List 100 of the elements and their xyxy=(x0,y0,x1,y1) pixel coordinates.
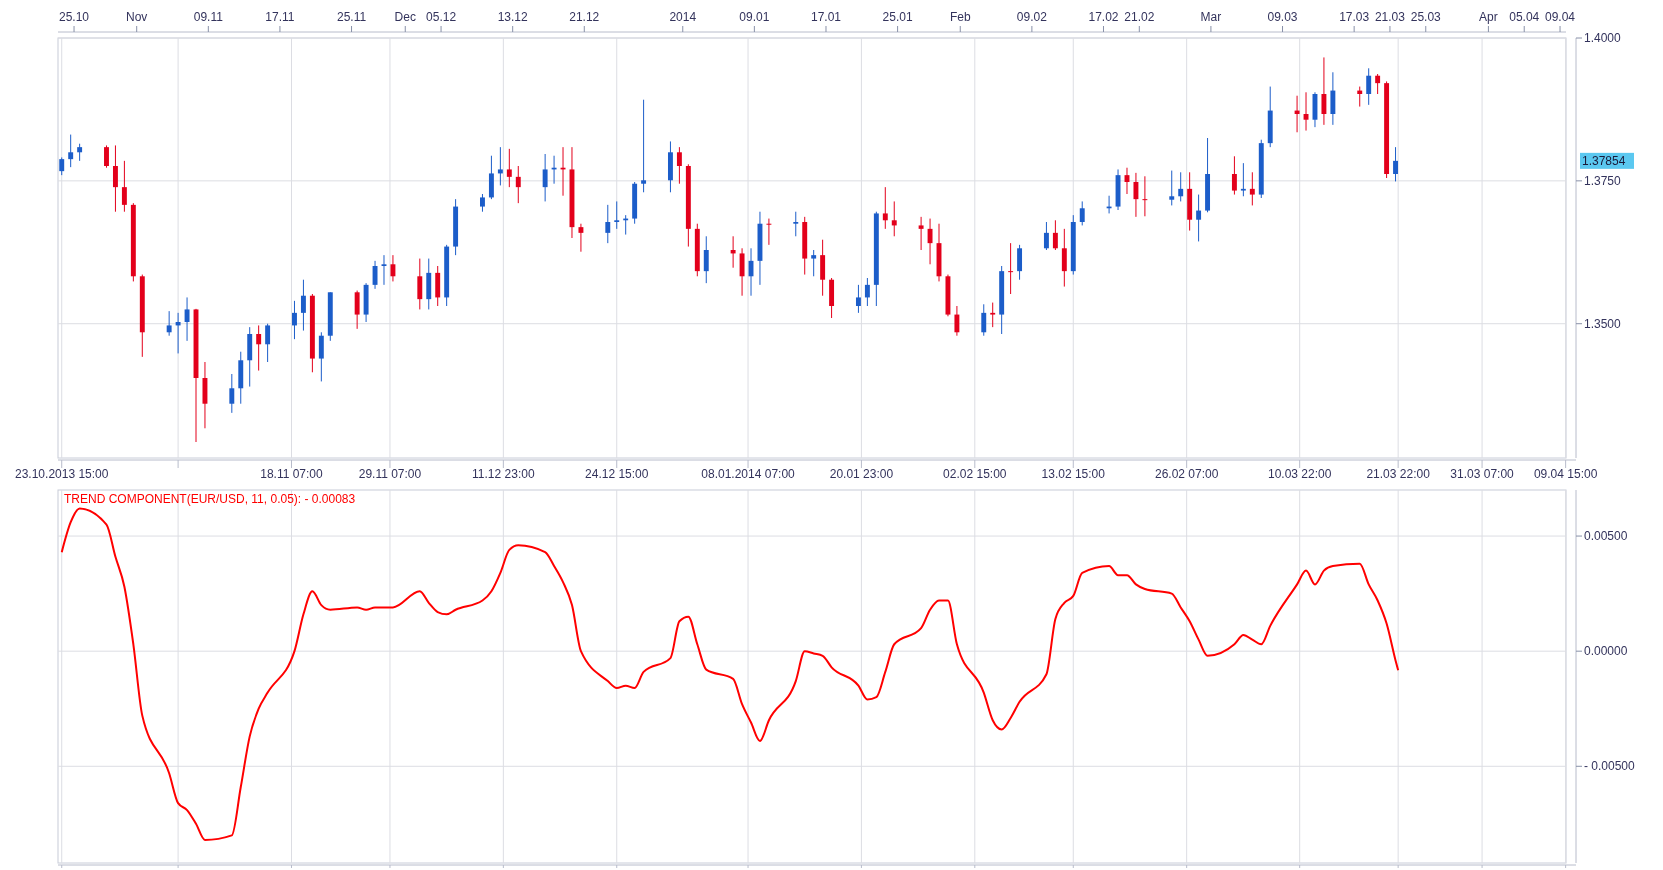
candlestick xyxy=(1142,175,1148,217)
candlestick xyxy=(121,160,127,213)
candlestick xyxy=(739,247,745,297)
candlestick xyxy=(1017,244,1023,281)
x2-tick-label: Apr xyxy=(1479,10,1498,24)
candlestick xyxy=(1231,155,1237,196)
x2-tick-label: Dec xyxy=(394,10,416,24)
candlestick xyxy=(1169,170,1175,206)
x-tick-label: 18.11 07:00 xyxy=(260,467,324,481)
x-tick-label: 11.12 23:00 xyxy=(472,467,535,481)
candlestick xyxy=(793,211,799,237)
line-series xyxy=(60,507,1400,841)
candlestick xyxy=(605,204,611,244)
x2-tick-label: 09.11 xyxy=(193,10,224,24)
x2-tick-label: Feb xyxy=(949,10,971,24)
y-tick-label: 0.00000 xyxy=(1584,644,1628,659)
candlestick xyxy=(68,134,74,168)
candlestick xyxy=(1052,219,1058,251)
y-tick-label: - 0.00500 xyxy=(1584,759,1636,774)
x2-tick-label: Mar xyxy=(1200,10,1222,24)
x2-tick-label: 09.02 xyxy=(1016,10,1048,24)
x-tick-label: 24.12 15:00 xyxy=(585,467,649,481)
candlestick xyxy=(229,373,235,414)
candlestick xyxy=(641,99,647,193)
x2-tick-label: 17.11 xyxy=(265,10,295,24)
x2-tick-label: 25.03 xyxy=(1410,10,1442,24)
x2-tick-label: 05.04 xyxy=(1509,10,1540,24)
x2-tick-label: 25.01 xyxy=(882,10,913,24)
candlestick xyxy=(1079,200,1085,226)
candlestick xyxy=(1008,242,1014,295)
x2-tick-label: 21.03 xyxy=(1374,10,1406,24)
candlestick xyxy=(417,258,423,310)
x2-tick-label: 21.12 xyxy=(569,10,600,24)
candlestick xyxy=(166,310,172,337)
candlestick xyxy=(1393,146,1398,182)
x-tick-label: 29.11 07:00 xyxy=(358,467,422,481)
x-tick-label: 02.02 15:00 xyxy=(943,467,1007,481)
candlestick xyxy=(882,186,888,230)
candlestick xyxy=(300,279,306,332)
candlestick xyxy=(981,303,987,337)
candlestick xyxy=(1133,172,1139,218)
candlestick xyxy=(256,324,262,372)
candlestick xyxy=(891,200,897,237)
x-tick-label: 21.03 22:00 xyxy=(1366,467,1431,481)
candlestick xyxy=(112,144,118,213)
text: 1.37854 xyxy=(1582,154,1626,169)
candlestick xyxy=(1366,67,1372,106)
candlestick xyxy=(318,331,324,382)
x-tick-label: 09.04 15:00 xyxy=(1533,467,1598,481)
x-tick-label: 20.01 23:00 xyxy=(829,467,894,481)
candlestick xyxy=(515,165,521,204)
candlestick xyxy=(104,144,109,169)
x-tick-label: 31.03 07:00 xyxy=(1450,467,1515,481)
x2-tick-label: Nov xyxy=(126,10,148,24)
chart-title: TREND COMPONENT(EUR/USD, 11, 0.05): - 0.00083 xyxy=(64,492,356,506)
x2-tick-label: 13.12 xyxy=(497,10,529,24)
x2-tick-label: 25.11 xyxy=(336,10,367,24)
x2-tick-label: 25.10 xyxy=(59,10,90,24)
candlestick xyxy=(381,254,387,286)
candlestick xyxy=(1321,56,1327,126)
candlestick xyxy=(855,284,861,314)
x-tick-label: 10.03 22:00 xyxy=(1267,467,1332,481)
candlestick xyxy=(927,218,933,265)
x2-tick-label: 21.02 xyxy=(1124,10,1155,24)
x2-tick-label: 17.01 xyxy=(810,10,842,24)
candlestick xyxy=(184,296,190,342)
x2-tick-label: 17.03 xyxy=(1339,10,1370,24)
y-tick-label: 1.3750 xyxy=(1584,174,1622,189)
x-tick-label: 23.10.2013 15:00 xyxy=(15,467,109,481)
candlestick xyxy=(390,254,396,282)
candlestick xyxy=(265,323,271,363)
candlestick xyxy=(676,146,682,185)
candlestick xyxy=(614,200,620,230)
candlestick xyxy=(354,290,360,330)
x-tick-label: 13.02 15:00 xyxy=(1041,467,1106,481)
x2-tick-label: 2014 xyxy=(669,10,697,24)
candlestick xyxy=(1196,194,1202,242)
candlestick xyxy=(990,302,996,328)
candlestick xyxy=(1061,228,1067,288)
x2-tick-label: 05.12 xyxy=(426,10,457,24)
candlestick xyxy=(292,300,297,340)
candlestick xyxy=(703,235,709,284)
candlestick xyxy=(1330,71,1336,126)
candlestick xyxy=(766,218,772,246)
candlestick xyxy=(506,148,512,188)
y-tick-label: 0.00500 xyxy=(1584,529,1628,544)
x2-tick-label: 09.03 xyxy=(1267,10,1298,24)
candlestick xyxy=(497,146,503,186)
y-tick-label: 1.4000 xyxy=(1584,31,1622,46)
y-tick-label: 1.3500 xyxy=(1584,316,1622,331)
candlestick xyxy=(1249,171,1255,206)
candlestick xyxy=(1375,73,1381,95)
candlestick xyxy=(1178,171,1184,202)
candlestick xyxy=(578,223,584,253)
x2-tick-label: 09.01 xyxy=(739,10,770,24)
candlestick xyxy=(1240,162,1246,197)
candlestick xyxy=(954,305,960,337)
candlestick xyxy=(1043,221,1049,251)
candlestick xyxy=(372,260,378,290)
x2-tick-label: 17.02 xyxy=(1088,10,1119,24)
